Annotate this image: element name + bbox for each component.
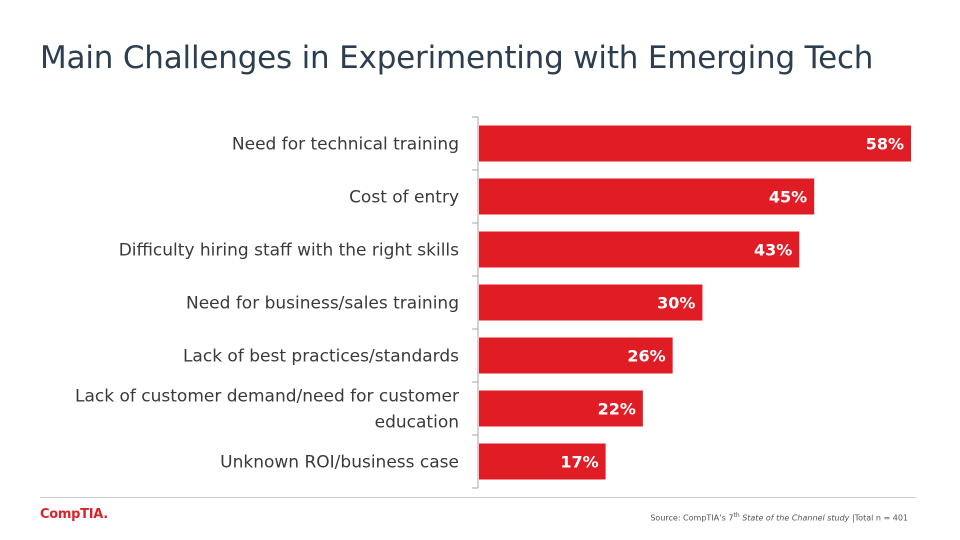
bar xyxy=(479,125,911,162)
data-label: 30% xyxy=(657,294,695,313)
source-sup: th xyxy=(733,512,740,519)
data-label: 17% xyxy=(560,453,598,472)
category-label: Lack of best practices/standards xyxy=(183,347,459,367)
bar xyxy=(479,443,606,480)
category-label: Unknown ROI/business case xyxy=(220,453,459,473)
category-label: Need for technical training xyxy=(232,135,459,155)
data-label: 45% xyxy=(769,188,807,207)
source-suffix: |Total n = 401 xyxy=(849,513,908,523)
bar xyxy=(479,337,673,374)
category-label: Lack of customer demand/need for custome… xyxy=(75,387,459,407)
data-label: 26% xyxy=(627,347,665,366)
bar xyxy=(479,390,643,427)
bar xyxy=(479,178,815,215)
footer-divider xyxy=(40,497,916,498)
data-label: 58% xyxy=(866,135,904,154)
bar xyxy=(479,284,703,321)
category-label: Need for business/sales training xyxy=(186,294,459,314)
data-label: 22% xyxy=(598,400,636,419)
category-label: Cost of entry xyxy=(349,188,459,208)
category-label: education xyxy=(375,413,459,433)
page-title: Main Challenges in Experimenting with Em… xyxy=(40,40,874,76)
data-label: 43% xyxy=(754,241,792,260)
bar xyxy=(479,231,800,268)
category-label: Difficulty hiring staff with the right s… xyxy=(119,241,459,261)
source-prefix: Source: CompTIA’s 7 xyxy=(650,513,734,523)
source-study: State of the Channel study xyxy=(742,513,850,523)
source-note: Source: CompTIA’s 7th State of the Chann… xyxy=(650,512,908,523)
comptia-logo: CompTIA. xyxy=(40,507,108,522)
